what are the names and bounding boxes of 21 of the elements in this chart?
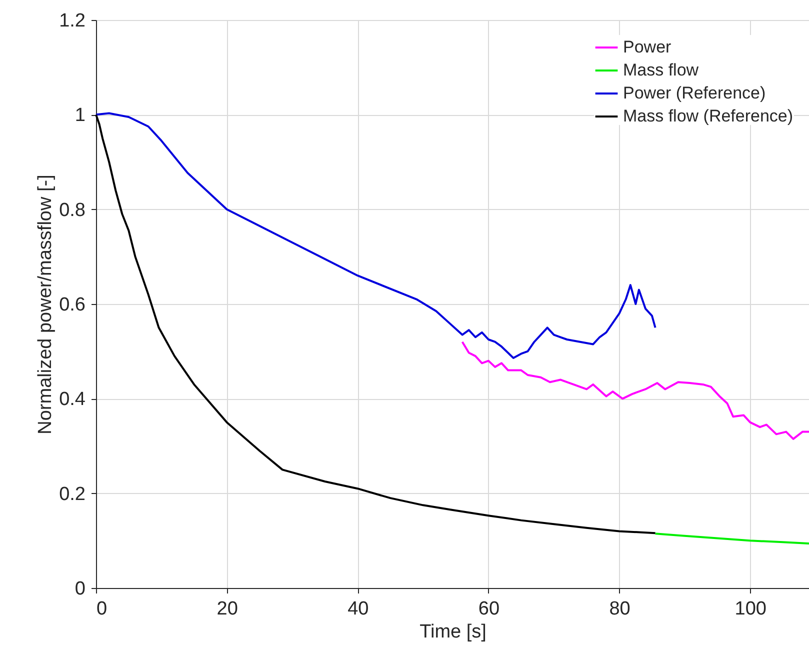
y-tick-label: 1.2	[59, 10, 86, 32]
y-tick-label: 0.8	[59, 200, 86, 221]
legend-label: Mass flow	[623, 60, 700, 80]
y-tick-label: 1	[74, 105, 86, 126]
x-tick-label: 80	[609, 598, 630, 620]
y-axis-title: Normalized power/massflow [-]	[35, 174, 56, 434]
legend-label: Mass flow (Reference)	[623, 106, 794, 126]
x-tick-label: 100	[734, 598, 766, 620]
x-tick-label: 40	[348, 598, 369, 620]
line-series	[654, 532, 809, 545]
x-tick-label: 20	[216, 598, 238, 620]
y-tick-label: 0.2	[59, 484, 86, 505]
x-axis-title: Time [s]	[420, 622, 486, 642]
line-series	[461, 340, 809, 440]
y-tick-label: 0.4	[59, 389, 86, 410]
y-tick-label: 0.6	[59, 294, 86, 316]
legend-label: Power	[623, 38, 672, 56]
legend-label: Power (Reference)	[623, 84, 766, 102]
x-tick-label: 0	[96, 598, 108, 620]
y-tick-label: 0	[74, 578, 86, 600]
x-tick-label: 60	[478, 598, 500, 620]
